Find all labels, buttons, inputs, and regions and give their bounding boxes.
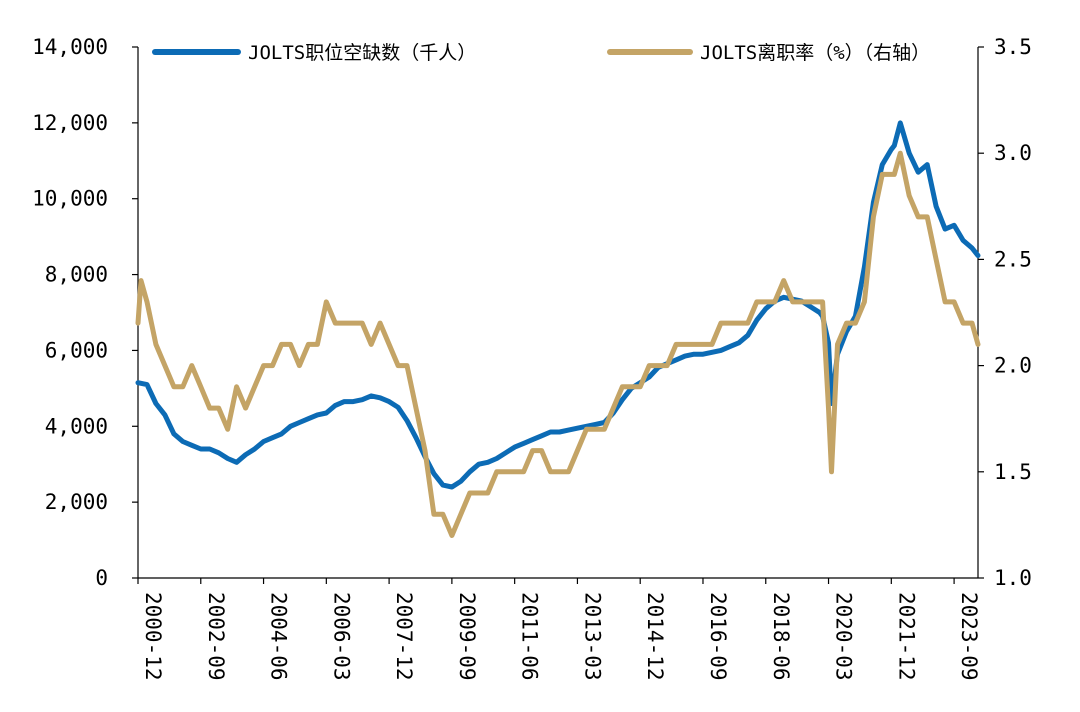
series-line-quit-rate (135, 150, 981, 538)
x-tick-label: 2018-06 (769, 592, 793, 681)
x-tick-label: 2020-03 (832, 592, 856, 681)
chart-axes: 0 2,000 4,000 6,000 8,000 10,000 12,000 14,000 1… (32, 35, 1032, 681)
y2-tick-label: 3.5 (994, 35, 1032, 59)
y-tick-label: 6,000 (45, 338, 108, 362)
x-tick-label: 2002-09 (204, 592, 228, 681)
x-tick-label: 2013-03 (580, 592, 604, 681)
x-tick-label: 2014-12 (643, 592, 667, 681)
y-tick-label: 2,000 (45, 490, 108, 514)
x-tick-label: 2007-12 (392, 592, 416, 681)
y2-tick-label: 2.5 (994, 247, 1032, 271)
x-tick-label: 2000-12 (141, 592, 165, 681)
y-tick-label: 8,000 (45, 263, 108, 287)
x-tick-label: 2006-03 (329, 592, 353, 681)
x-tick-label: 2011-06 (518, 592, 542, 681)
y2-tick-label: 1.0 (994, 566, 1032, 590)
legend-label: JOLTS离职率（%）（右轴） (700, 42, 930, 64)
series-line-job-openings (135, 120, 981, 490)
y2-tick-label: 3.0 (994, 141, 1032, 165)
y-tick-label: 4,000 (45, 414, 108, 438)
y-tick-label: 14,000 (32, 35, 108, 59)
y2-tick-label: 2.0 (994, 354, 1032, 378)
chart-legend: JOLTS职位空缺数（千人） JOLTS离职率（%）（右轴） (152, 42, 930, 64)
y2-tick-label: 1.5 (994, 460, 1032, 484)
legend-label: JOLTS职位空缺数（千人） (248, 42, 476, 64)
y-tick-label: 10,000 (32, 187, 108, 211)
chart-series-lines (135, 120, 981, 538)
x-tick-label: 2004-06 (267, 592, 291, 681)
x-tick-label: 2021-12 (894, 592, 918, 681)
x-tick-label: 2009-09 (455, 592, 479, 681)
x-tick-label: 2016-09 (706, 592, 730, 681)
y-tick-label: 12,000 (32, 111, 108, 135)
x-tick-label: 2023-09 (957, 592, 981, 681)
y-tick-label: 0 (95, 566, 108, 590)
